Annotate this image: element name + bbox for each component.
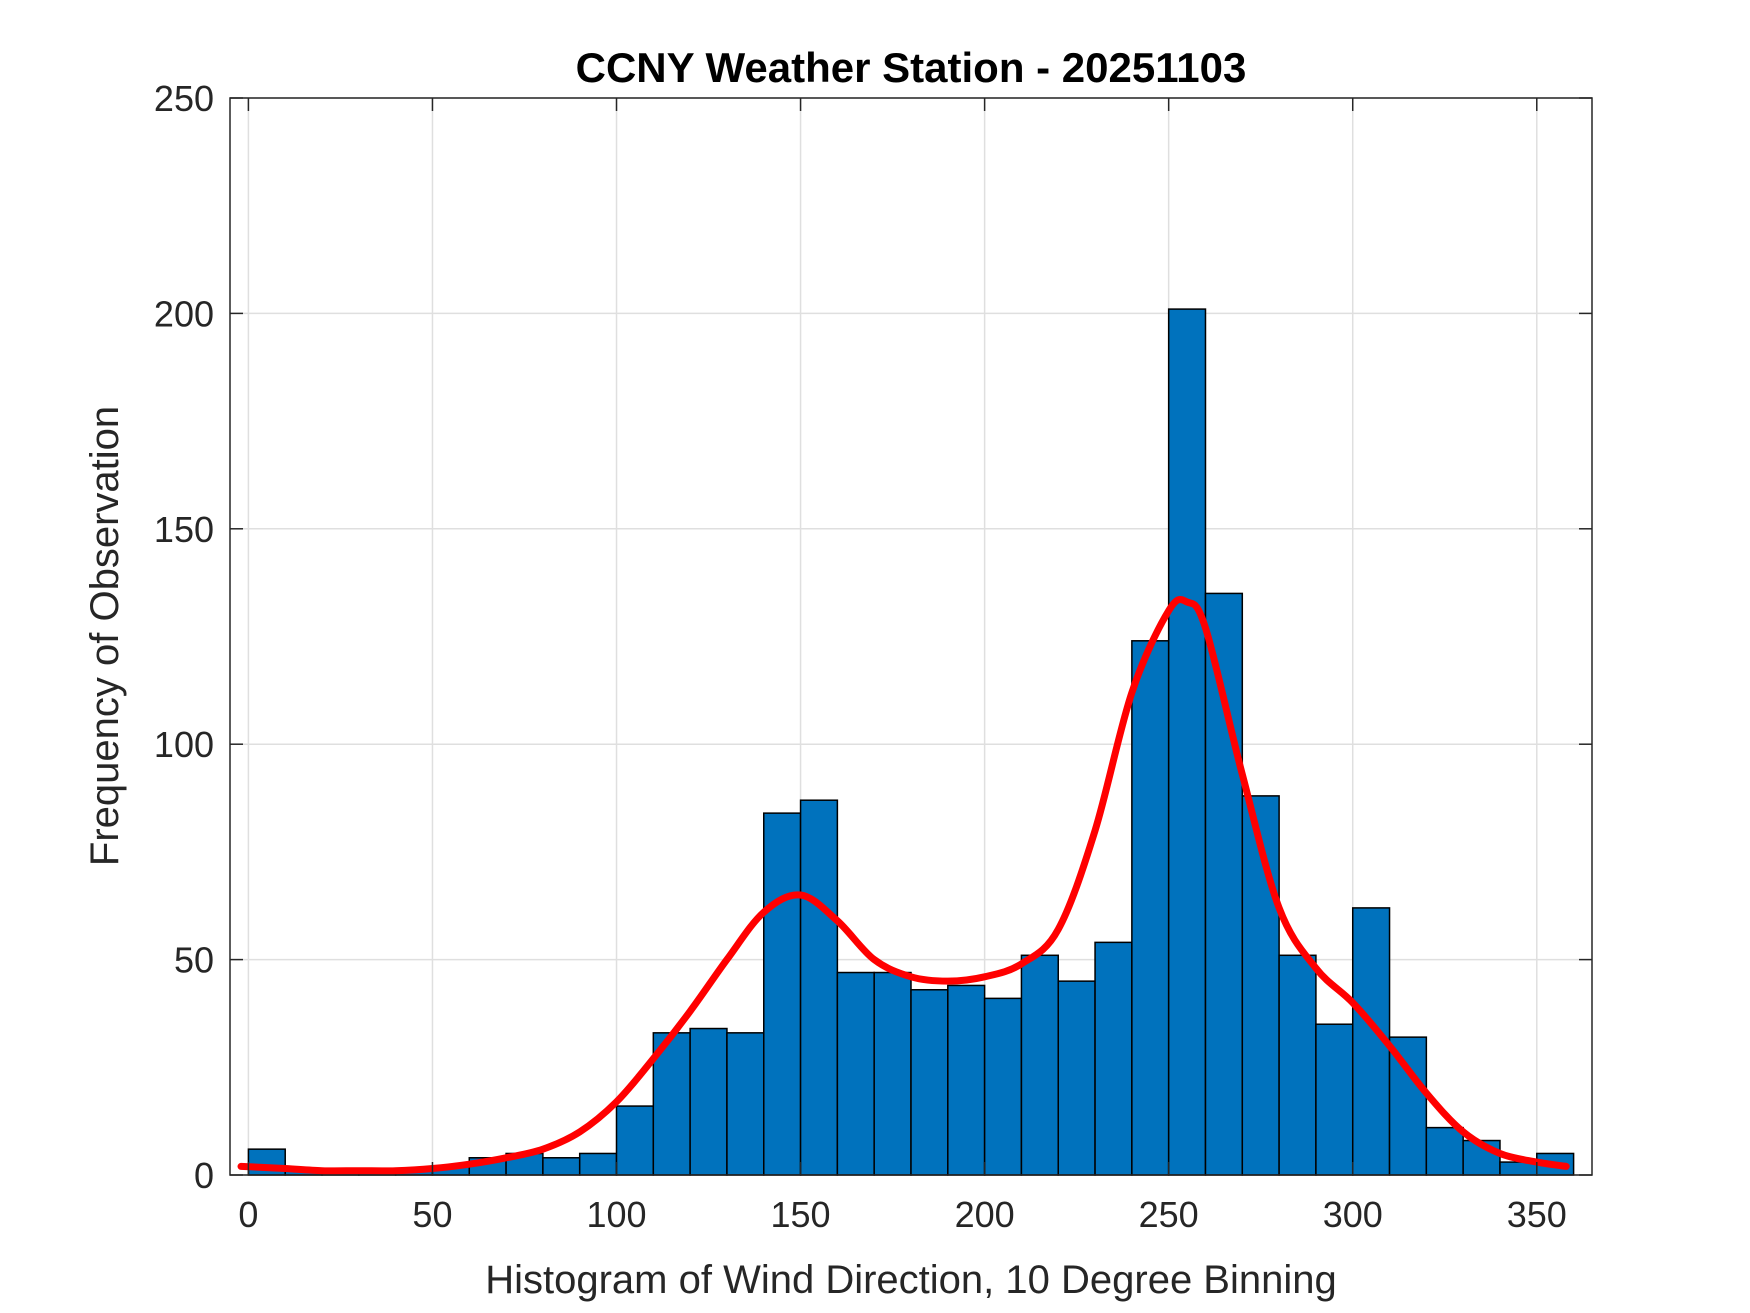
y-tick-label: 150 — [154, 509, 214, 550]
x-tick-labels: 0 50 100 150 200 250 300 350 — [238, 1194, 1566, 1235]
plot-area-frame — [229, 97, 1593, 1176]
histogram-bar — [1094, 941, 1133, 1176]
histogram-bar — [1425, 1126, 1464, 1176]
histogram-bar — [1167, 308, 1207, 1176]
histogram-bar — [799, 799, 839, 1176]
chart-title: CCNY Weather Station - 20251103 — [576, 44, 1247, 91]
histogram-bar — [873, 971, 912, 1176]
y-tick-label: 50 — [174, 940, 214, 981]
y-tick-labels: 0 50 100 150 200 250 — [154, 78, 214, 1196]
histogram-bar — [983, 997, 1023, 1176]
y-tick-label: 100 — [154, 724, 214, 765]
y-tick-label: 0 — [194, 1155, 214, 1196]
histogram-bar — [726, 1032, 765, 1176]
histogram-bar — [763, 812, 802, 1176]
axis-ticks — [230, 97, 1592, 1176]
histogram-bar — [1020, 954, 1059, 1176]
histogram-bar — [1204, 592, 1244, 1176]
histogram-bar — [689, 1027, 728, 1176]
y-tick-label: 200 — [154, 293, 214, 334]
histogram-bar — [615, 1105, 655, 1176]
histogram-bar — [542, 1157, 581, 1176]
x-tick-label: 150 — [771, 1194, 831, 1235]
histogram-bar — [1131, 640, 1170, 1176]
x-tick-label: 100 — [586, 1194, 646, 1235]
x-tick-label: 300 — [1323, 1194, 1383, 1235]
histogram-bar — [1057, 980, 1096, 1176]
x-tick-label: 250 — [1139, 1194, 1199, 1235]
y-axis-label: Frequency of Observation — [83, 406, 127, 866]
histogram-bar — [836, 971, 875, 1176]
density-fit-curve — [237, 596, 1570, 1175]
histogram-bar — [1315, 1023, 1354, 1176]
x-tick-label: 0 — [238, 1194, 258, 1235]
histogram-bar — [1388, 1036, 1428, 1176]
histogram-bar — [910, 989, 949, 1176]
y-tick-label: 250 — [154, 78, 214, 119]
histogram-bar — [578, 1152, 618, 1176]
histogram-bar — [1278, 954, 1317, 1176]
x-axis-label: Histogram of Wind Direction, 10 Degree B… — [485, 1258, 1337, 1302]
x-tick-label: 200 — [955, 1194, 1015, 1235]
x-tick-label: 350 — [1507, 1194, 1567, 1235]
x-tick-label: 50 — [412, 1194, 452, 1235]
histogram-bar — [947, 984, 986, 1176]
